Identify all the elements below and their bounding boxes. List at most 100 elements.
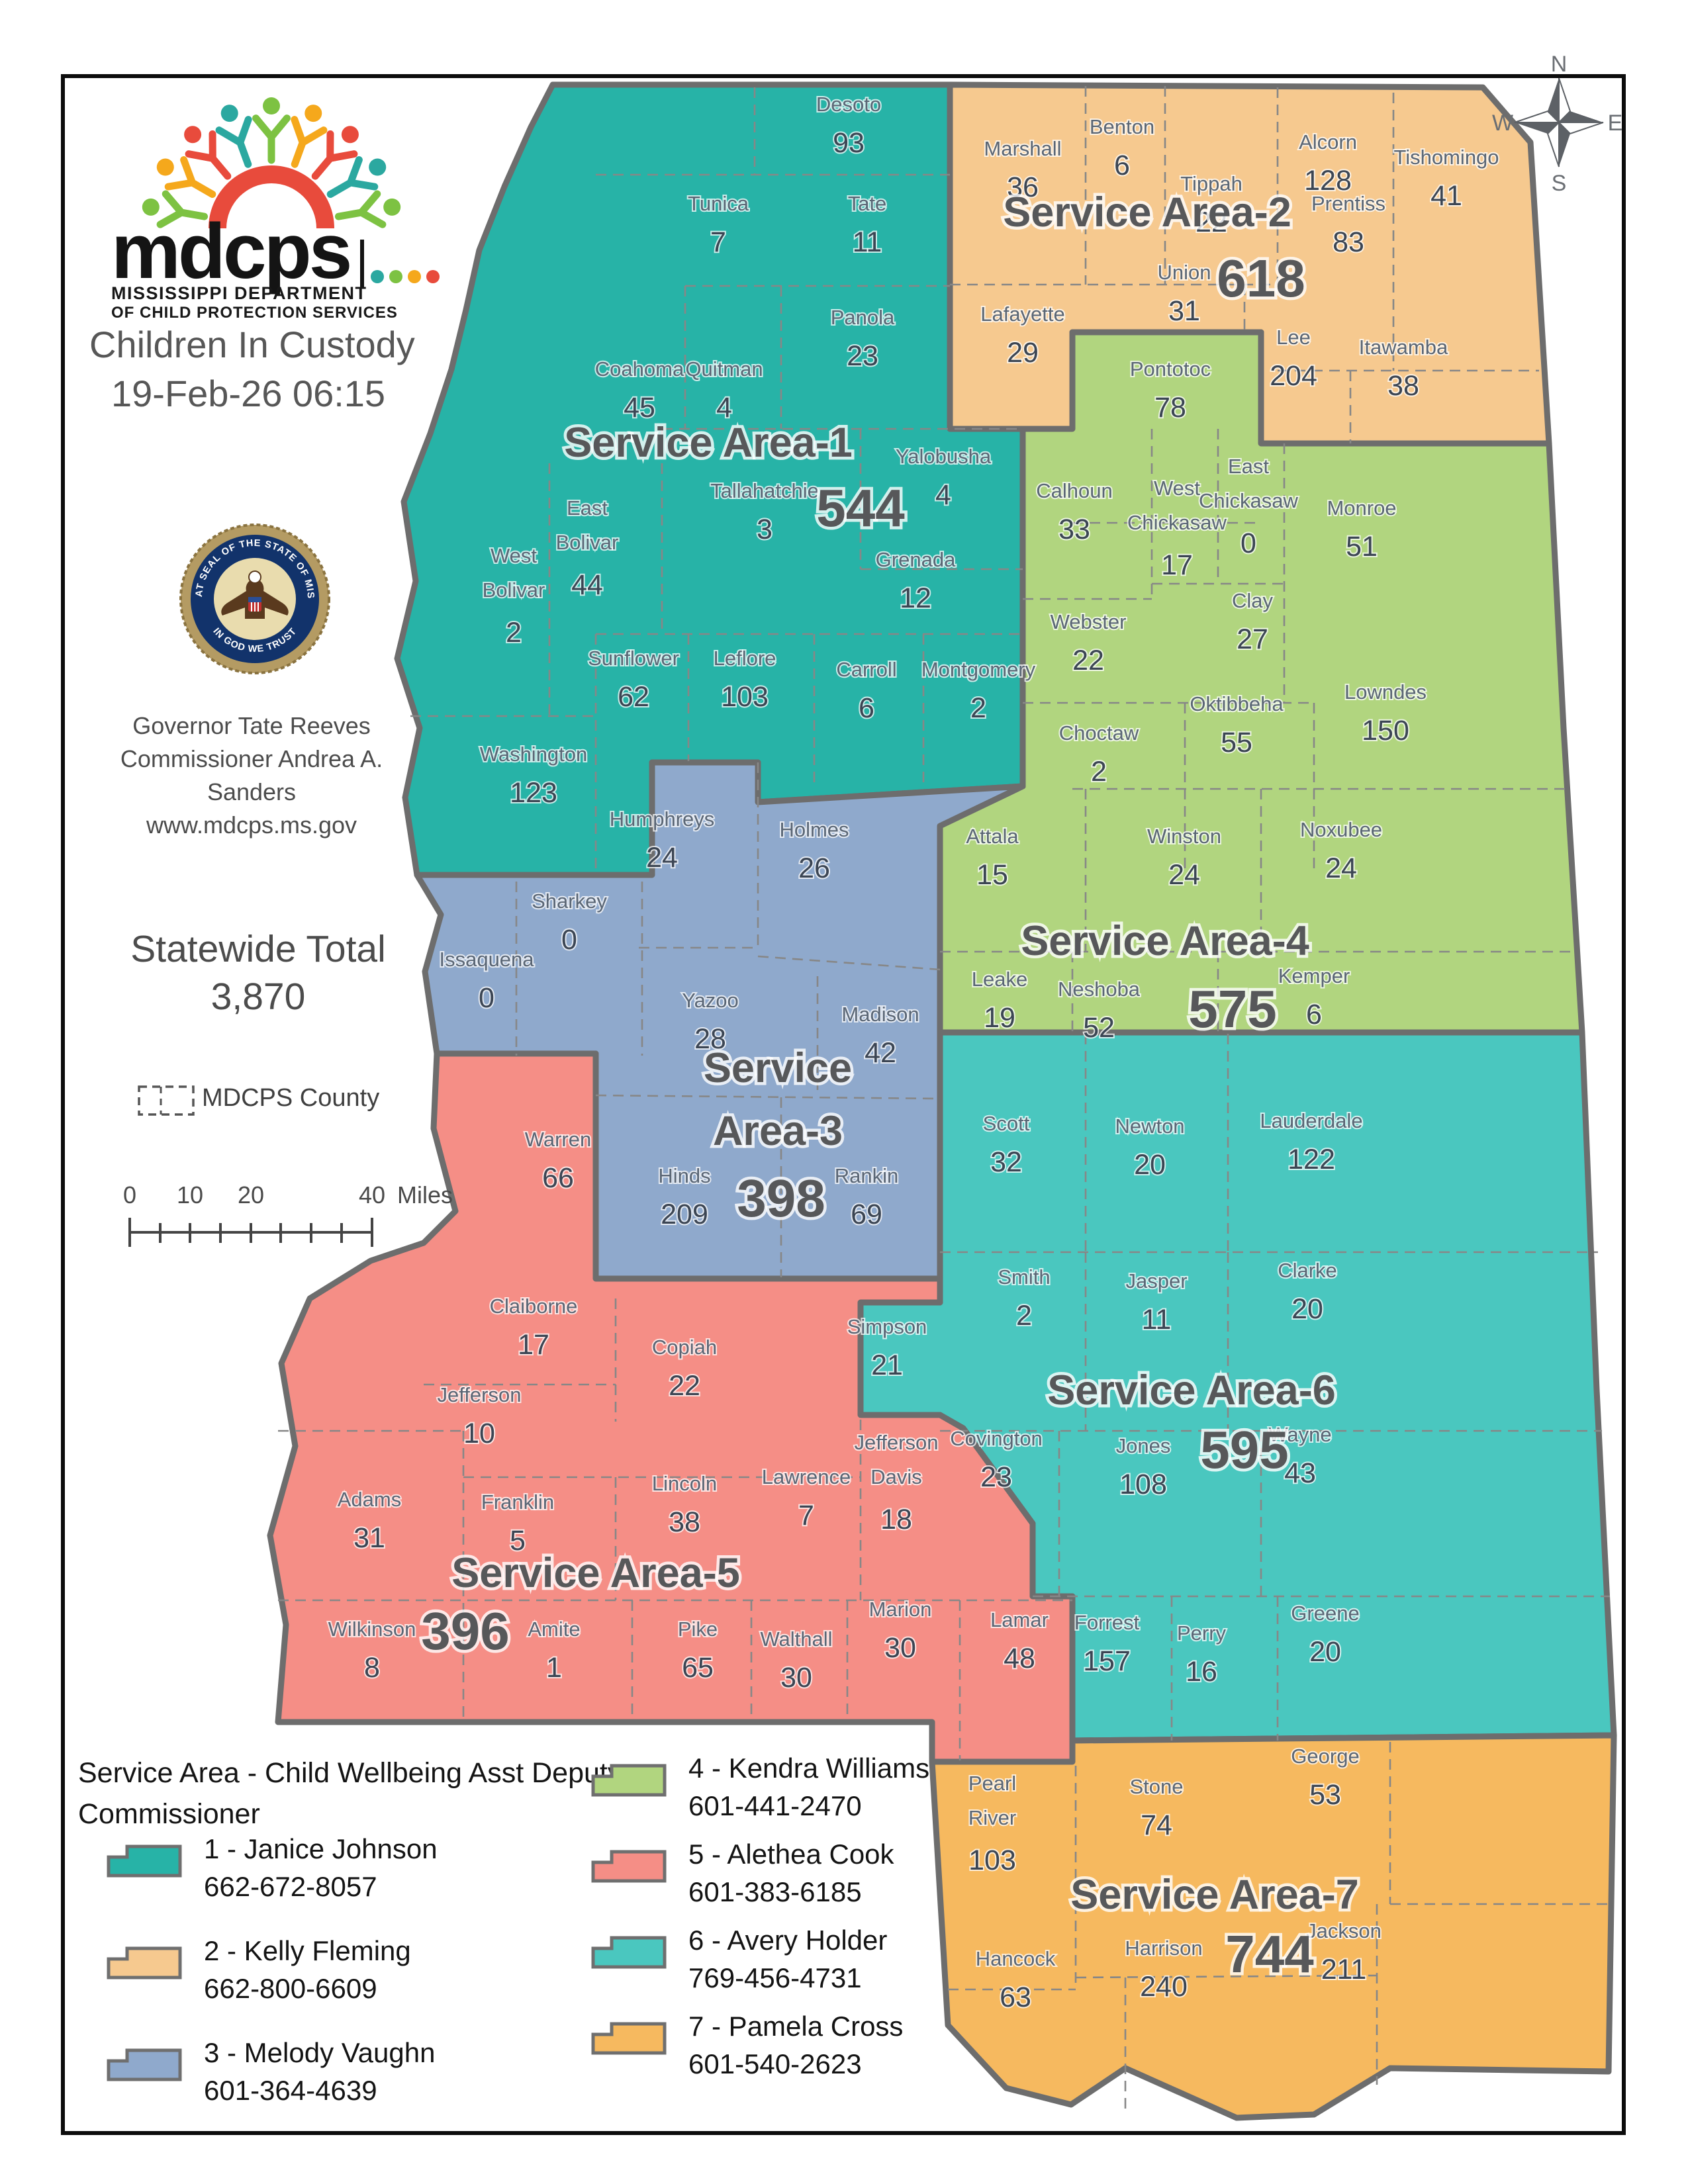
county-value: 17 bbox=[1161, 549, 1193, 581]
county-value: 2 bbox=[1016, 1300, 1032, 1332]
county-value: 122 bbox=[1288, 1144, 1335, 1175]
county-name: Montgomery bbox=[921, 658, 1036, 681]
service-area-total: 618 bbox=[1217, 249, 1305, 308]
service-area-total: 396 bbox=[421, 1602, 509, 1661]
county-name: Newton bbox=[1115, 1115, 1184, 1138]
county-value: 42 bbox=[865, 1037, 896, 1069]
county-name: Lauderdale bbox=[1260, 1109, 1362, 1132]
county-name: Prentiss bbox=[1311, 192, 1385, 215]
logo-divider bbox=[360, 240, 364, 287]
compass-s: S bbox=[1552, 171, 1567, 196]
legend-phone-7: 601-540-2623 bbox=[688, 2048, 862, 2079]
county-name: Lafayette bbox=[980, 302, 1065, 326]
county-name: Clay bbox=[1232, 589, 1274, 612]
county-name: Jasper bbox=[1125, 1269, 1187, 1293]
logo-dot-teal bbox=[371, 270, 384, 283]
county-name: Clarke bbox=[1278, 1259, 1337, 1282]
legend-swatch-3 bbox=[107, 2048, 182, 2081]
county-value: 211 bbox=[1321, 1954, 1367, 1985]
service-area-title: Service Area-4 bbox=[1021, 918, 1309, 964]
legend-label-4: 4 - Kendra Williams bbox=[688, 1752, 930, 1784]
logo-dot-orange bbox=[408, 270, 421, 283]
county-name: Union bbox=[1158, 261, 1211, 284]
county-value: 22 bbox=[1196, 206, 1227, 238]
legend-label-3: 3 - Melody Vaughn bbox=[204, 2037, 436, 2068]
county-name: Benton bbox=[1090, 115, 1154, 138]
county-name: Lawrence bbox=[762, 1465, 851, 1488]
county-name: Walthall bbox=[760, 1627, 832, 1651]
county-value: 7 bbox=[710, 226, 726, 258]
report-timestamp: 19-Feb-26 06:15 bbox=[111, 373, 386, 414]
logo-tagline-1: MISSISSIPPI DEPARTMENT bbox=[111, 283, 367, 303]
legend-label-6: 6 - Avery Holder bbox=[688, 1925, 888, 1956]
county-name: Leake bbox=[972, 968, 1027, 991]
county-value: 20 bbox=[1309, 1636, 1341, 1668]
county-value: 10 bbox=[463, 1418, 495, 1449]
logo-dot-red bbox=[426, 270, 440, 283]
county-name: Lee bbox=[1276, 326, 1311, 349]
county-name: Davis bbox=[870, 1465, 922, 1488]
commissioner-name: Commissioner Andrea A. Sanders bbox=[120, 745, 383, 805]
county-name: Attala bbox=[966, 825, 1019, 848]
county-value: 17 bbox=[518, 1329, 549, 1361]
county-value: 32 bbox=[990, 1146, 1022, 1178]
county-name: Oktibbeha bbox=[1190, 692, 1284, 715]
county-name: East bbox=[1228, 455, 1269, 478]
statewide-total-label: Statewide Total bbox=[130, 928, 386, 970]
county-value: 15 bbox=[976, 859, 1008, 891]
county-value: 22 bbox=[1072, 645, 1104, 676]
county-value: 6 bbox=[859, 692, 874, 724]
county-value: 36 bbox=[1007, 171, 1039, 203]
county-value: 74 bbox=[1141, 1809, 1172, 1841]
county-name: Stone bbox=[1129, 1775, 1183, 1798]
county-value: 18 bbox=[880, 1504, 912, 1535]
county-name: Claiborne bbox=[490, 1295, 578, 1318]
county-name: Alcorn bbox=[1299, 130, 1357, 154]
county-name: Wilkinson bbox=[328, 1617, 416, 1641]
logo-tagline-2: OF CHILD PROTECTION SERVICES bbox=[111, 304, 398, 322]
county-value: 53 bbox=[1309, 1779, 1341, 1811]
county-value: 27 bbox=[1237, 623, 1268, 655]
county-value: 55 bbox=[1221, 727, 1252, 758]
county-name: Holmes bbox=[779, 818, 849, 841]
county-name: Franklin bbox=[481, 1490, 554, 1514]
county-value: 209 bbox=[661, 1199, 708, 1230]
county-name: Copiah bbox=[652, 1336, 717, 1359]
county-name: Pontotoc bbox=[1130, 357, 1211, 381]
county-value: 7 bbox=[798, 1500, 814, 1531]
county-value: 51 bbox=[1346, 531, 1378, 563]
county-value: 0 bbox=[1241, 527, 1256, 559]
scale-tick-20: 20 bbox=[238, 1181, 264, 1208]
county-name: Monroe bbox=[1327, 496, 1396, 520]
legend-phone-2: 662-800-6609 bbox=[204, 1973, 377, 2004]
county-name: Sharkey bbox=[532, 889, 607, 913]
county-name: Washington bbox=[480, 743, 588, 766]
county-name: Coahoma bbox=[595, 357, 684, 381]
scale-tick-10: 10 bbox=[177, 1181, 203, 1208]
county-value: 65 bbox=[682, 1652, 714, 1684]
officials-block: Governor Tate Reeves Commissioner Andrea… bbox=[79, 709, 424, 842]
county-value: 22 bbox=[669, 1370, 700, 1402]
service-area-total: 575 bbox=[1188, 979, 1276, 1038]
county-name: Smith bbox=[998, 1265, 1050, 1289]
county-name: West bbox=[1154, 477, 1200, 500]
county-value: 69 bbox=[851, 1199, 882, 1230]
county-name: Covington bbox=[950, 1427, 1043, 1450]
county-name: Sunflower bbox=[588, 647, 679, 670]
county-name: Marshall bbox=[984, 137, 1061, 160]
county-value: 38 bbox=[669, 1506, 700, 1538]
county-name: Panola bbox=[831, 306, 895, 329]
legend-swatch-4 bbox=[591, 1764, 667, 1797]
legend-label-5: 5 - Alethea Cook bbox=[688, 1839, 894, 1870]
service-area-title: Service Area-2 bbox=[1003, 189, 1291, 236]
mdcps-county-swatch-icon bbox=[138, 1085, 195, 1116]
county-value: 31 bbox=[1168, 295, 1200, 327]
county-name: Lamar bbox=[990, 1608, 1049, 1631]
county-borders bbox=[278, 86, 1613, 2111]
county-value: 8 bbox=[364, 1652, 380, 1684]
county-name: Lincoln bbox=[652, 1472, 717, 1495]
county-value: 11 bbox=[853, 226, 882, 258]
county-name: Webster bbox=[1051, 610, 1127, 633]
legend-phone-4: 601-441-2470 bbox=[688, 1790, 862, 1821]
county-labels: Desoto93Tunica7Tate11Coahoma45Quitman4Pa… bbox=[327, 91, 1501, 2015]
